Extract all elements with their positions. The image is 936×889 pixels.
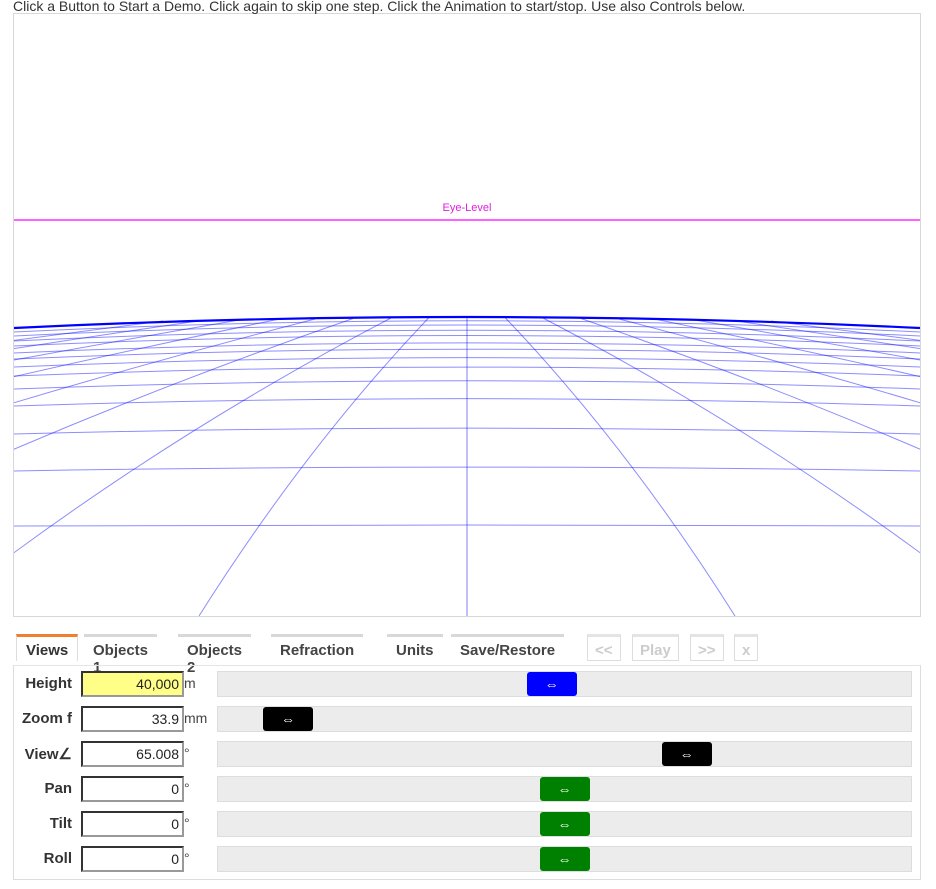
ground-grid xyxy=(14,219,920,616)
tab-objects-1[interactable]: Objects 1 xyxy=(84,634,158,676)
roll-slider[interactable]: ⇔ xyxy=(217,846,912,872)
pan-slider-thumb[interactable]: ⇔ xyxy=(539,777,590,801)
tilt-unit: ° xyxy=(184,815,190,831)
grid-radial-line xyxy=(14,317,392,554)
tab-units[interactable]: Units xyxy=(387,634,443,661)
instructions-text: Click a Button to Start a Demo. Click ag… xyxy=(13,0,746,14)
forward-button[interactable]: >> xyxy=(690,634,724,661)
pan-slider[interactable]: ⇔ xyxy=(217,776,912,802)
views-panel: Height 40,000 m ⇔ Zoom f 33.9 mm ⇔ View∠ 6… xyxy=(13,665,921,880)
roll-input[interactable]: 0 xyxy=(81,846,184,872)
grid-radial-line xyxy=(580,318,920,450)
view-input[interactable]: 65.008 xyxy=(81,741,184,767)
view-slider-thumb[interactable]: ⇔ xyxy=(661,742,712,766)
height-slider[interactable]: ⇔ xyxy=(217,671,912,697)
grid-radial-line xyxy=(542,317,920,554)
grid-radial-line xyxy=(14,318,316,404)
zoomf-label: Zoom f xyxy=(22,710,72,727)
view-slider[interactable]: ⇔ xyxy=(217,741,912,767)
stop-button[interactable]: x xyxy=(734,634,759,661)
grid-radial-line xyxy=(618,318,920,404)
zoomf-unit: mm xyxy=(184,710,208,726)
control-row-zoomf: Zoom f 33.9 mm ⇔ xyxy=(14,706,920,732)
tab-objects-2[interactable]: Objects 2 xyxy=(178,634,252,676)
grid-radial-line xyxy=(694,319,920,361)
play-button[interactable]: Play xyxy=(632,634,679,661)
control-row-view: View∠ 65.008 ° ⇔ xyxy=(14,741,920,767)
grid-radial-line xyxy=(14,320,164,341)
height-unit: m xyxy=(184,675,196,691)
tilt-input[interactable]: 0 xyxy=(81,811,184,837)
grid-radial-line xyxy=(198,317,430,616)
control-row-tilt: Tilt 0 ° ⇔ xyxy=(14,811,920,837)
tilt-slider[interactable]: ⇔ xyxy=(217,811,912,837)
grid-radial-line xyxy=(504,317,736,616)
tilt-label: Tilt xyxy=(49,815,72,832)
height-input[interactable]: 40,000 xyxy=(81,671,184,697)
animation-canvas[interactable]: Eye-Level xyxy=(13,13,921,617)
eye-level-label: Eye-Level xyxy=(442,202,492,214)
grid-radial-line xyxy=(14,319,278,378)
roll-label: Roll xyxy=(43,850,72,867)
tab-refraction[interactable]: Refraction xyxy=(271,634,364,661)
grid-radial-line xyxy=(770,320,920,341)
pan-label: Pan xyxy=(44,780,72,797)
control-row-height: Height 40,000 m ⇔ xyxy=(14,671,920,697)
view-label: View∠ xyxy=(24,746,72,763)
tab-views[interactable]: Views xyxy=(16,634,79,661)
control-row-roll: Roll 0 ° ⇔ xyxy=(14,846,920,872)
roll-slider-thumb[interactable]: ⇔ xyxy=(539,847,590,871)
pan-input[interactable]: 0 xyxy=(81,776,184,802)
view-unit: ° xyxy=(184,745,190,761)
height-label: Height xyxy=(25,675,72,692)
roll-unit: ° xyxy=(184,850,190,866)
tilt-slider-thumb[interactable]: ⇔ xyxy=(539,812,590,836)
rewind-button[interactable]: << xyxy=(587,634,621,661)
zoomf-input[interactable]: 33.9 xyxy=(81,706,184,732)
pan-unit: ° xyxy=(184,780,190,796)
zoomf-slider[interactable]: ⇔ xyxy=(217,706,912,732)
control-row-pan: Pan 0 ° ⇔ xyxy=(14,776,920,802)
grid-radial-line xyxy=(656,319,920,378)
height-slider-thumb[interactable]: ⇔ xyxy=(526,672,577,696)
zoomf-slider-thumb[interactable]: ⇔ xyxy=(263,707,313,731)
tab-save-restore[interactable]: Save/Restore xyxy=(451,634,565,661)
grid-radial-line xyxy=(14,319,240,361)
grid-radial-line xyxy=(14,318,354,450)
